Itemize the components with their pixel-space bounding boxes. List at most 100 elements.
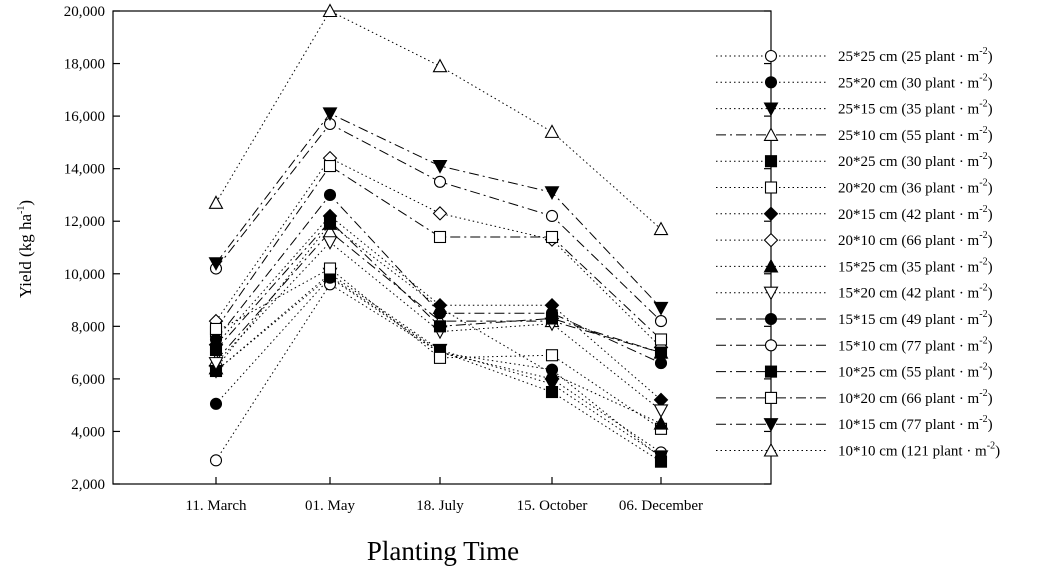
legend-marker [763, 286, 779, 301]
legend-label: 25*25 cm (25 plant · m-2) [838, 46, 993, 65]
y-axis-title: Yield (kg ha-1) [16, 200, 35, 298]
legend-entry: 25*15 cm (35 plant · m-2) [716, 99, 993, 118]
data-point [209, 322, 223, 336]
legend-entry: 20*10 cm (66 plant · m-2) [716, 230, 993, 249]
legend-entry: 10*15 cm (77 plant · m-2) [716, 414, 993, 433]
legend-entry: 10*10 cm (121 plant · m-2) [716, 441, 1000, 460]
data-point [653, 301, 669, 316]
data-point [654, 315, 668, 328]
legend-entry: 15*15 cm (49 plant · m-2) [716, 309, 993, 328]
series-12 [209, 117, 668, 328]
legend-label: 20*15 cm (42 plant · m-2) [838, 204, 993, 223]
data-point [322, 236, 338, 250]
legend-entry: 10*25 cm (55 plant · m-2) [716, 362, 993, 381]
data-point [653, 404, 669, 419]
y-tick-label: 8,000 [71, 319, 105, 335]
legend-entry: 20*15 cm (42 plant · m-2) [716, 204, 993, 223]
series-line [215, 10, 662, 230]
y-axis-title-sup: -1 [16, 206, 27, 214]
data-point [208, 195, 224, 209]
legend-label: 20*10 cm (66 plant · m-2) [838, 230, 993, 249]
legend-label: 15*25 cm (35 plant · m-2) [838, 256, 993, 275]
data-point [545, 385, 559, 399]
y-tick-label: 14,000 [64, 162, 105, 178]
data-point [433, 307, 447, 320]
legend-label: 20*25 cm (30 plant · m-2) [838, 151, 993, 170]
legend-marker [764, 339, 778, 352]
series-13 [209, 215, 668, 359]
y-axis-title-tail: ) [16, 200, 35, 206]
data-point [653, 415, 669, 430]
legend-marker [763, 258, 779, 273]
y-tick-label: 6,000 [71, 372, 105, 388]
legend-marker [764, 76, 778, 89]
legend-entry: 20*25 cm (30 plant · m-2) [716, 151, 993, 170]
legend-label: 15*15 cm (49 plant · m-2) [838, 309, 993, 328]
series-line [215, 112, 662, 309]
legend-label: 15*10 cm (77 plant · m-2) [838, 335, 993, 354]
x-tick-label: 18. July [416, 498, 464, 514]
legend-label: 10*20 cm (66 plant · m-2) [838, 388, 993, 407]
x-tick-label: 01. May [305, 498, 355, 514]
x-tick-label: 06. December [619, 498, 703, 514]
data-point [209, 343, 223, 357]
legend-entry: 15*10 cm (77 plant · m-2) [716, 335, 993, 354]
series-line [215, 215, 662, 401]
y-tick-label: 2,000 [71, 477, 105, 493]
data-point [654, 333, 668, 346]
data-point [323, 159, 337, 173]
legend-marker [763, 418, 779, 432]
data-point [433, 175, 447, 188]
y-tick-label: 16,000 [64, 109, 105, 125]
legend-marker [763, 127, 779, 141]
x-tick-label: 11. March [185, 498, 247, 514]
y-axis-title-main: Yield (kg ha [16, 214, 35, 298]
series-14 [209, 159, 668, 346]
series-layer [208, 3, 669, 468]
series-line [215, 223, 662, 425]
data-point [654, 346, 668, 359]
legend-marker [764, 181, 778, 194]
data-point [654, 455, 668, 468]
data-point [433, 320, 447, 333]
legend-marker [764, 49, 778, 63]
legend-marker [763, 102, 779, 117]
data-point [322, 107, 338, 122]
legend-marker [764, 312, 778, 326]
legend: 25*25 cm (25 plant · m-2) 25*20 cm (30 pl… [716, 46, 1000, 460]
legend-entry: 25*10 cm (55 plant · m-2) [716, 125, 993, 144]
data-point [545, 349, 559, 362]
legend-label: 10*15 cm (77 plant · m-2) [838, 414, 993, 433]
series-line [215, 123, 662, 322]
data-point [432, 58, 448, 73]
series-line [215, 231, 662, 361]
data-point [209, 397, 223, 410]
legend-label: 25*10 cm (55 plant · m-2) [838, 125, 993, 144]
y-axis: 2,000 4,000 6,000 8,000 10,000 12,000 14,000 16… [64, 4, 771, 493]
series-16 [208, 3, 669, 236]
data-point [323, 262, 337, 275]
data-point [209, 333, 223, 346]
data-point [432, 206, 448, 221]
series-15 [208, 107, 669, 316]
legend-label: 10*10 cm (121 plant · m-2) [838, 441, 1000, 460]
y-tick-label: 20,000 [64, 4, 105, 20]
data-point [433, 230, 447, 244]
series-line [215, 267, 662, 430]
legend-marker [764, 365, 778, 378]
data-point [209, 454, 223, 467]
legend-entry: 25*20 cm (30 plant · m-2) [716, 72, 993, 91]
data-point [544, 124, 560, 138]
legend-label: 20*20 cm (36 plant · m-2) [838, 178, 993, 197]
x-tick-label: 15. October [517, 498, 588, 514]
series-line [215, 277, 662, 459]
data-point [208, 357, 224, 371]
data-point [208, 257, 224, 271]
legend-label: 25*15 cm (35 plant · m-2) [838, 99, 993, 118]
y-tick-label: 12,000 [64, 214, 105, 230]
legend-marker [763, 206, 779, 222]
data-point [322, 3, 338, 18]
legend-label: 10*25 cm (55 plant · m-2) [838, 362, 993, 381]
data-point [545, 209, 559, 223]
